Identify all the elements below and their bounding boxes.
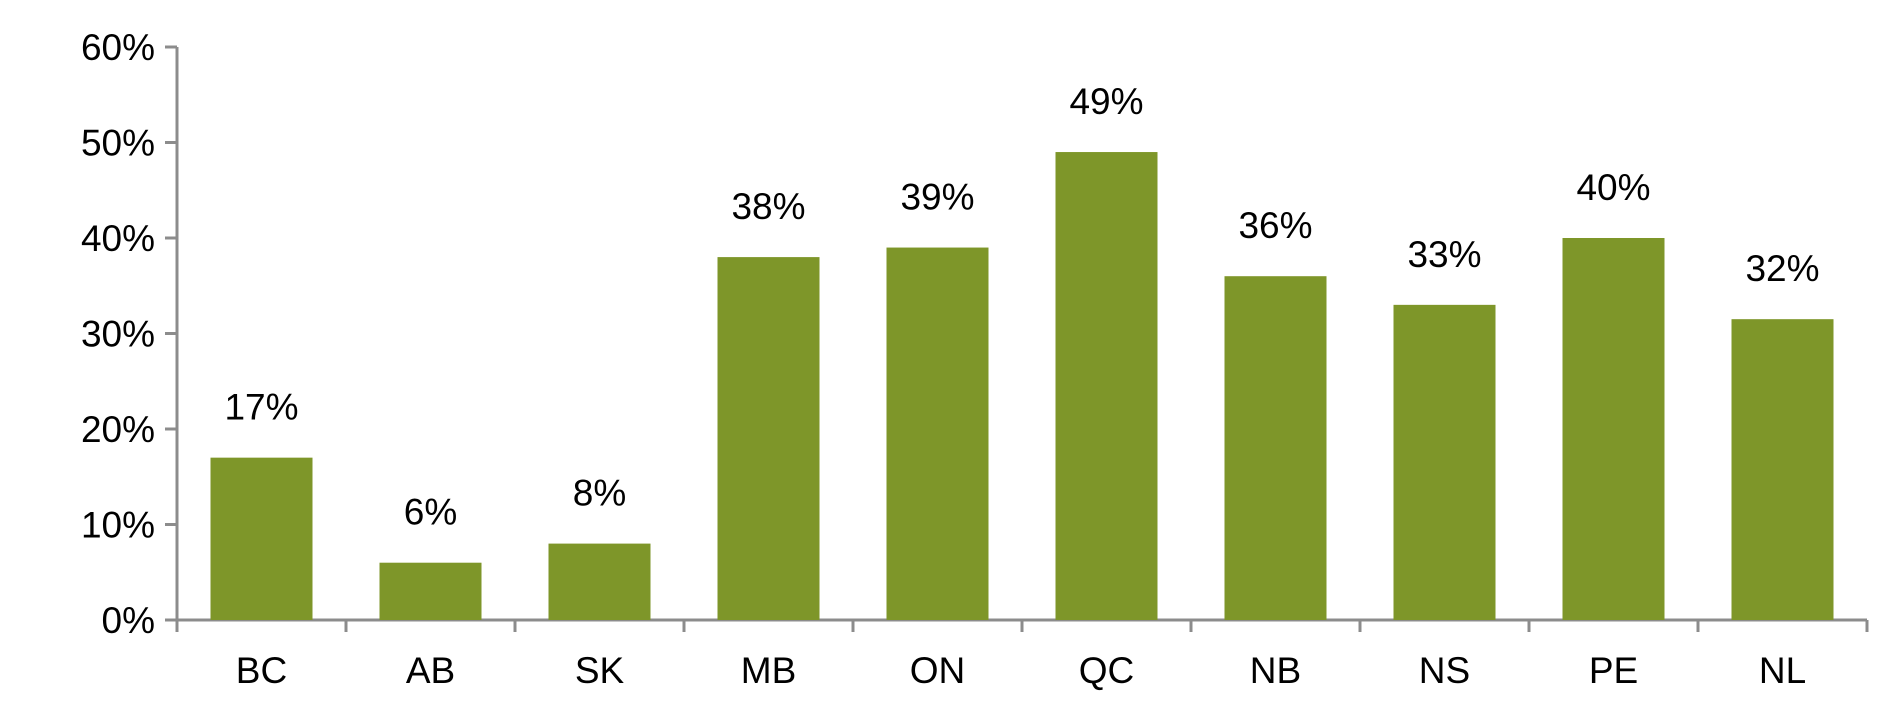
x-tick-label: NL (1759, 650, 1806, 691)
bar-bc (210, 457, 313, 620)
y-tick-label: 30% (81, 314, 155, 355)
x-tick-label: MB (741, 650, 797, 691)
data-label: 40% (1576, 167, 1650, 208)
bar-mb (717, 257, 820, 620)
data-label: 6% (404, 492, 457, 533)
y-axis: 0% 10% 20% 30% 40% 50% 60% (81, 27, 179, 641)
x-tick-label: SK (575, 650, 625, 691)
data-label: 36% (1238, 205, 1312, 246)
data-label: 32% (1745, 248, 1819, 289)
data-label: 17% (224, 387, 298, 428)
y-tick-label: 20% (81, 409, 155, 450)
bar-qc (1055, 152, 1158, 621)
y-tick-label: 40% (81, 218, 155, 259)
bars (210, 152, 1834, 621)
x-tick-label: BC (236, 650, 287, 691)
bar-ab (379, 562, 482, 620)
y-tick-label: 0% (102, 600, 155, 641)
y-tick-label: 50% (81, 123, 155, 164)
y-tick-label: 60% (81, 27, 155, 68)
bar-nb (1224, 276, 1327, 620)
x-axis: BC AB SK MB ON QC NB NS PE NL (175, 618, 1869, 691)
x-tick-label: PE (1589, 650, 1638, 691)
bar-pe (1562, 238, 1665, 620)
data-label: 8% (573, 473, 626, 514)
x-tick-label: NS (1419, 650, 1470, 691)
x-tick-label: ON (910, 650, 966, 691)
data-label: 49% (1069, 81, 1143, 122)
data-label: 39% (900, 177, 974, 218)
data-label: 33% (1407, 234, 1481, 275)
data-label: 38% (731, 186, 805, 227)
bar-sk (548, 543, 651, 620)
data-labels: 17% 6% 8% 38% 39% 49% 36% 33% 40% 32% (224, 81, 1819, 533)
x-tick-label: AB (406, 650, 455, 691)
y-tick-label: 10% (81, 505, 155, 546)
x-tick-label: NB (1250, 650, 1301, 691)
bar-on (886, 247, 989, 621)
x-tick-label: QC (1079, 650, 1135, 691)
bar-ns (1393, 304, 1496, 620)
bar-nl (1731, 319, 1834, 620)
